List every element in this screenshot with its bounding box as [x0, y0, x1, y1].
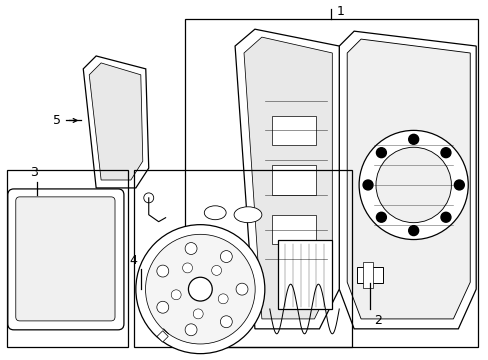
Bar [134, 170, 351, 347]
Text: 4: 4 [129, 254, 137, 267]
Circle shape [185, 324, 197, 336]
Circle shape [182, 263, 192, 273]
Circle shape [193, 309, 203, 319]
Circle shape [185, 243, 197, 255]
Circle shape [145, 234, 255, 344]
Polygon shape [235, 29, 339, 329]
Polygon shape [244, 37, 332, 319]
FancyBboxPatch shape [8, 189, 123, 330]
Circle shape [362, 180, 372, 190]
Bar [185, 19, 477, 347]
Text: 3: 3 [30, 166, 38, 179]
Bar [271, 215, 316, 244]
Circle shape [211, 265, 221, 275]
Circle shape [220, 316, 232, 328]
Circle shape [440, 148, 450, 158]
Circle shape [220, 251, 232, 262]
Polygon shape [83, 56, 148, 188]
Circle shape [218, 294, 228, 304]
Polygon shape [89, 63, 142, 180]
Circle shape [408, 226, 418, 235]
Bar [277, 239, 332, 309]
Circle shape [136, 225, 264, 354]
Bar [362, 262, 372, 288]
Circle shape [143, 193, 153, 203]
FancyBboxPatch shape [16, 197, 115, 321]
Circle shape [188, 277, 212, 301]
Bar [271, 165, 316, 195]
Ellipse shape [204, 206, 225, 220]
Polygon shape [346, 39, 469, 319]
Circle shape [157, 301, 168, 313]
Circle shape [358, 130, 468, 239]
Circle shape [236, 283, 247, 295]
Bar [7, 170, 128, 347]
Text: 1: 1 [336, 5, 344, 18]
Circle shape [157, 265, 168, 277]
Polygon shape [339, 31, 475, 329]
Text: 2: 2 [373, 314, 381, 327]
Bar [271, 116, 316, 145]
Circle shape [408, 134, 418, 144]
Circle shape [440, 212, 450, 222]
Circle shape [375, 147, 450, 223]
Bar [157, 331, 168, 342]
Bar [356, 267, 382, 283]
Circle shape [376, 148, 386, 158]
Text: 5: 5 [53, 114, 61, 127]
Circle shape [171, 290, 181, 300]
Circle shape [453, 180, 463, 190]
Circle shape [376, 212, 386, 222]
Ellipse shape [234, 207, 262, 223]
